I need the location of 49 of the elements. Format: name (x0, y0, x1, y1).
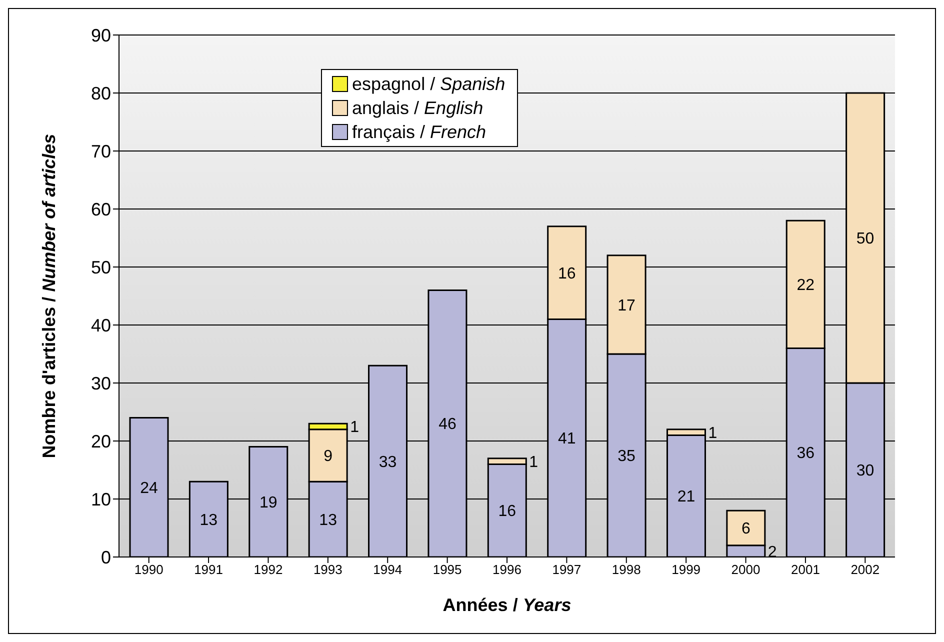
x-tick-label: 1990 (134, 562, 164, 578)
legend-label: anglais / English (352, 97, 484, 120)
data-label: 36 (796, 445, 815, 462)
x-tick-label: 1997 (552, 562, 582, 578)
x-tick-label: 1991 (194, 562, 223, 578)
data-label: 16 (558, 265, 576, 282)
y-tick-label: 10 (90, 489, 111, 510)
data-label: 50 (856, 230, 874, 248)
y-tick-label: 30 (90, 373, 111, 394)
x-tick-label: 1996 (492, 562, 522, 578)
y-tick-label: 80 (90, 83, 111, 104)
legend-label: espagnol / Spanish (352, 73, 506, 96)
x-tick-label: 1994 (373, 562, 402, 578)
data-label: 35 (618, 448, 636, 466)
data-label: 1 (529, 454, 538, 471)
x-tick-label: 1999 (672, 562, 701, 578)
data-label: 41 (558, 430, 576, 448)
data-label: 1 (708, 424, 718, 442)
data-label: 13 (319, 512, 338, 529)
y-tick-label: 40 (90, 315, 111, 336)
x-tick-label: 2002 (850, 562, 880, 578)
y-tick-label: 20 (90, 431, 111, 452)
data-label: 17 (618, 297, 636, 314)
y-tick-label: 70 (90, 141, 111, 162)
data-label: 16 (498, 503, 516, 520)
data-label: 6 (741, 520, 750, 538)
x-tick-label: 1995 (432, 562, 462, 578)
data-label: 24 (140, 480, 158, 497)
legend-label: français / French (352, 121, 486, 144)
data-label: 13 (200, 512, 218, 529)
y-tick-label: 60 (90, 199, 111, 220)
data-label: 19 (259, 494, 278, 512)
x-tick-label: 1998 (612, 562, 641, 578)
data-label: 21 (677, 488, 696, 506)
y-axis-title: Nombre d'articles / Number of articles (39, 134, 59, 458)
data-label: 22 (796, 277, 815, 294)
x-tick-label: 1993 (313, 562, 342, 578)
data-label: 33 (378, 454, 397, 471)
x-tick-label: 1992 (254, 562, 283, 578)
x-axis-title: Années / Years (442, 595, 572, 615)
data-label: 9 (324, 448, 333, 466)
y-tick-label: 0 (100, 547, 111, 568)
data-label: 30 (856, 462, 874, 480)
y-tick-label: 50 (90, 257, 111, 278)
x-tick-label: 2000 (731, 562, 760, 578)
y-tick-label: 90 (90, 25, 111, 46)
x-tick-label: 2001 (791, 562, 820, 578)
data-label: 46 (438, 416, 456, 434)
data-label: 1 (350, 419, 360, 436)
